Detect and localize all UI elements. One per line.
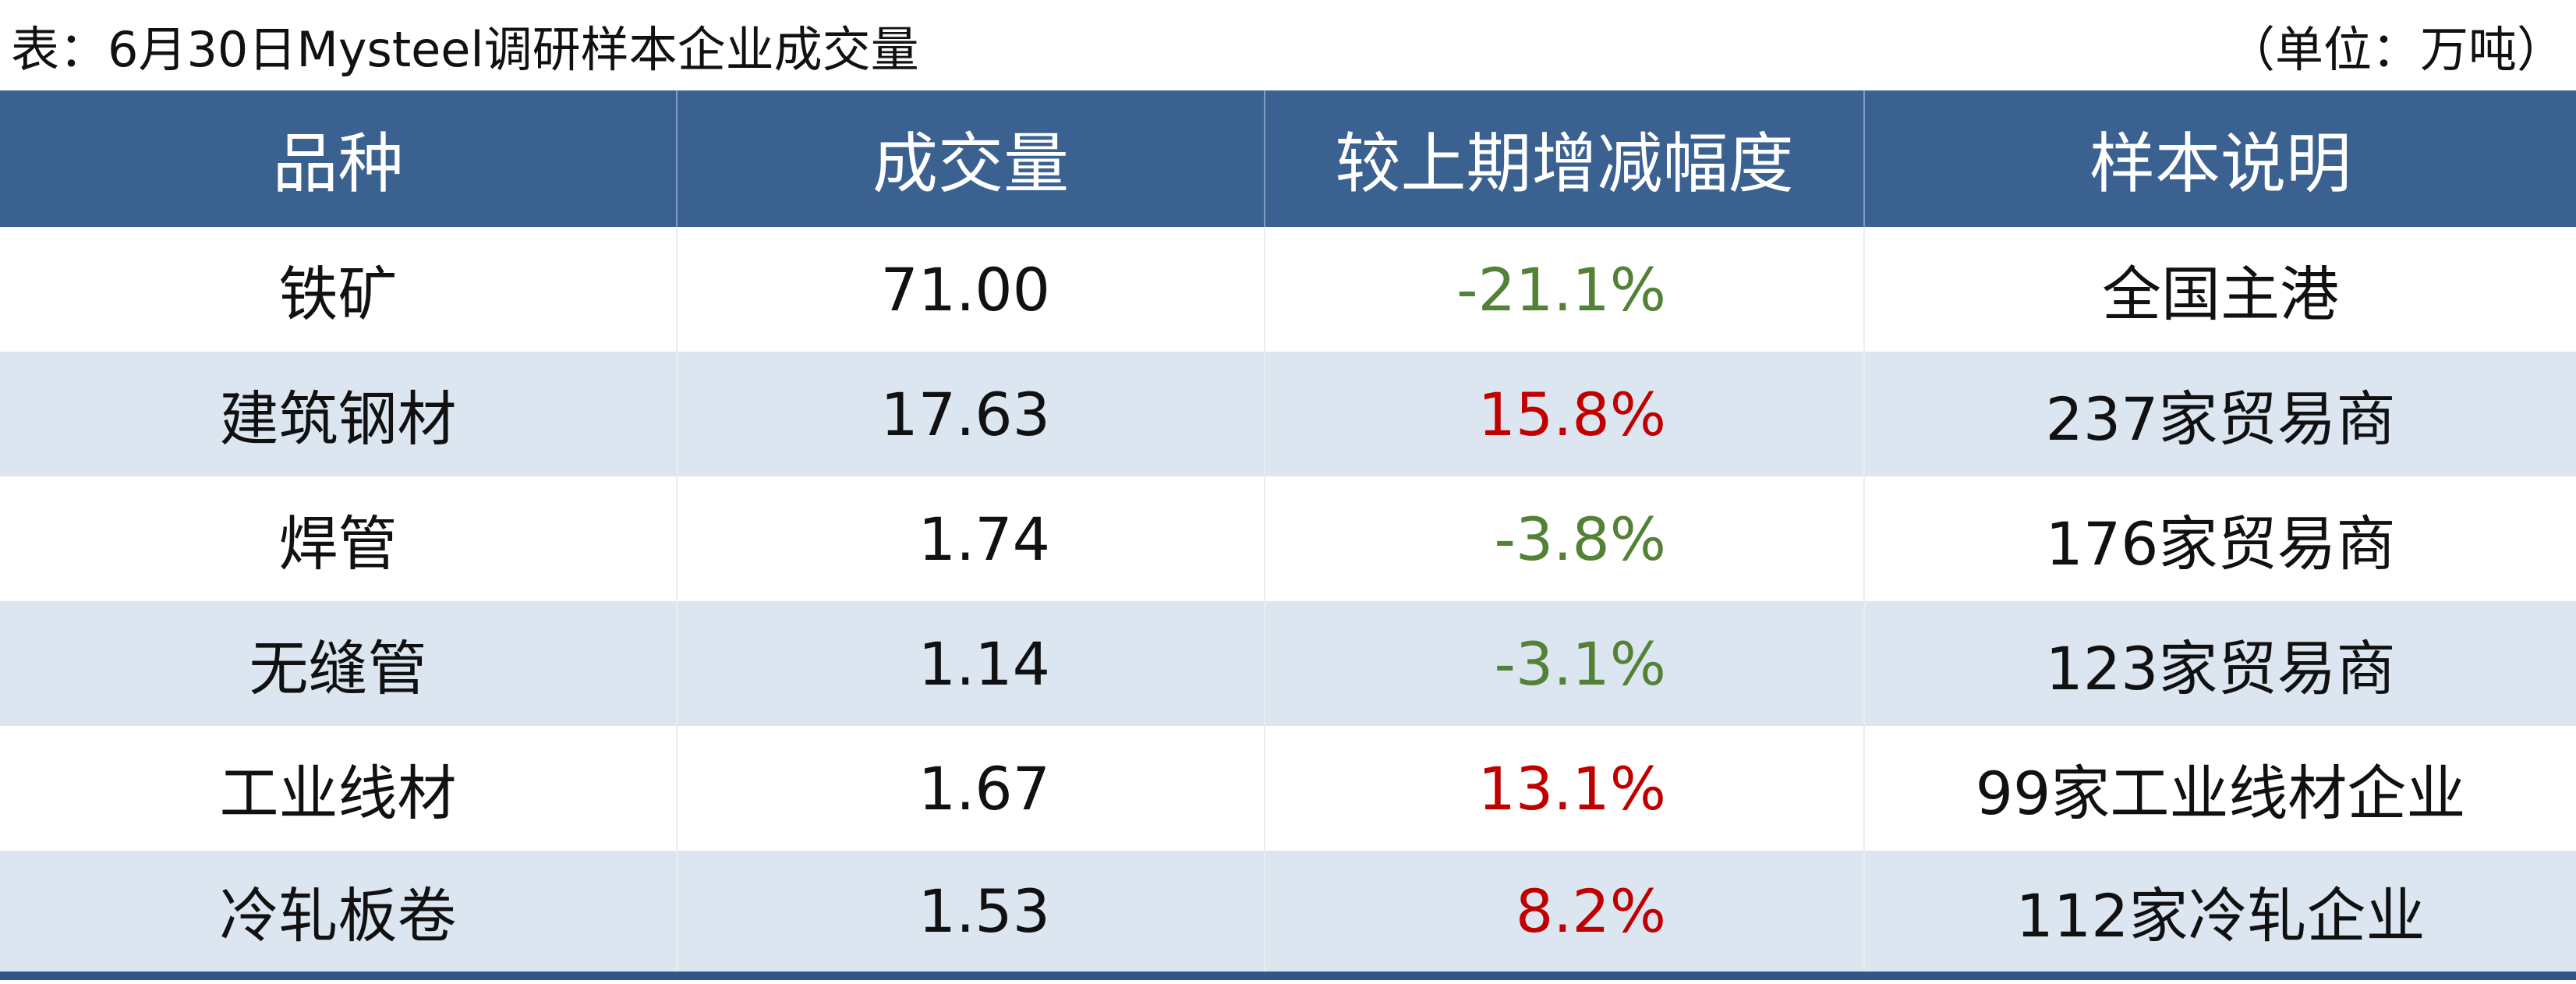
table-cell: 1.53 <box>676 851 1265 975</box>
table-cell: 1.74 <box>676 476 1265 601</box>
table-cell: 13.1% <box>1264 726 1864 851</box>
table-cell: 焊管 <box>278 509 398 579</box>
table-cell: -21.1% <box>1264 227 1864 352</box>
table-cell: 全国主港 <box>1863 227 2576 352</box>
table-cell: 铁矿 <box>278 260 398 329</box>
table-head: 品种 成交量 较上期增减幅度 样本说明 <box>0 90 2576 227</box>
table-cell: 17.63 <box>676 352 1265 476</box>
table-row: 焊管 1.74 -3.8% 176家贸易商 <box>0 476 2576 601</box>
table-cell: 冷轧板卷 <box>0 851 677 975</box>
table-row: 无缝管 1.14 -3.1% 123家贸易商 <box>0 601 2576 726</box>
table-body: 铁矿 71.00 -21.1% 全国主港 建筑钢材 17.63 15.8% 237家贸易商 焊管… <box>0 227 2576 975</box>
table-title: 表：6月30日Mysteel调研样本企业成交量 <box>11 21 919 78</box>
table-cell: 1.67 <box>676 726 1265 851</box>
table-cell: 15.8% <box>1264 352 1864 476</box>
column-header: 较上期增减幅度 <box>1264 90 1864 227</box>
table-row: 铁矿 71.00 -21.1% 全国主港 <box>0 227 2576 352</box>
table-cell: 71.00 <box>676 227 1265 352</box>
table-cell: 1.14 <box>676 601 1265 726</box>
header-row: 品种 成交量 较上期增减幅度 样本说明 <box>0 90 2576 227</box>
table-cell: 工业线材 <box>219 759 457 828</box>
table-cell: 8.2% <box>1264 851 1864 975</box>
table-cell: 237家贸易商 <box>1863 352 2576 476</box>
volume-table: 品种 成交量 较上期增减幅度 样本说明 铁矿 71.00 -21.1% 全国主港 建筑钢材 17… <box>0 90 2576 980</box>
column-header: 品种 <box>0 90 677 227</box>
table-cell: 112家冷轧企业 <box>1863 851 2576 975</box>
unit-label: （单位：万吨） <box>2226 21 2565 78</box>
table-cell: -3.8% <box>1264 476 1864 601</box>
column-header: 样本说明 <box>1863 90 2576 227</box>
table-cell: -3.1% <box>1264 601 1864 726</box>
table-cell: 建筑钢材 <box>0 352 677 476</box>
table-row: 工业线材 1.67 13.1% 99家工业线材企业 <box>0 726 2576 851</box>
table-row: 冷轧板卷 1.53 8.2% 112家冷轧企业 <box>0 851 2576 975</box>
column-header: 成交量 <box>676 90 1265 227</box>
table-cell: 无缝管 <box>0 601 677 726</box>
table-cell: 123家贸易商 <box>1863 601 2576 726</box>
table-row: 建筑钢材 17.63 15.8% 237家贸易商 <box>0 352 2576 476</box>
table-cell: 99家工业线材企业 <box>1863 726 2576 851</box>
title-bar: 表：6月30日Mysteel调研样本企业成交量 （单位：万吨） <box>0 0 2576 90</box>
table-cell: 176家贸易商 <box>1863 476 2576 601</box>
